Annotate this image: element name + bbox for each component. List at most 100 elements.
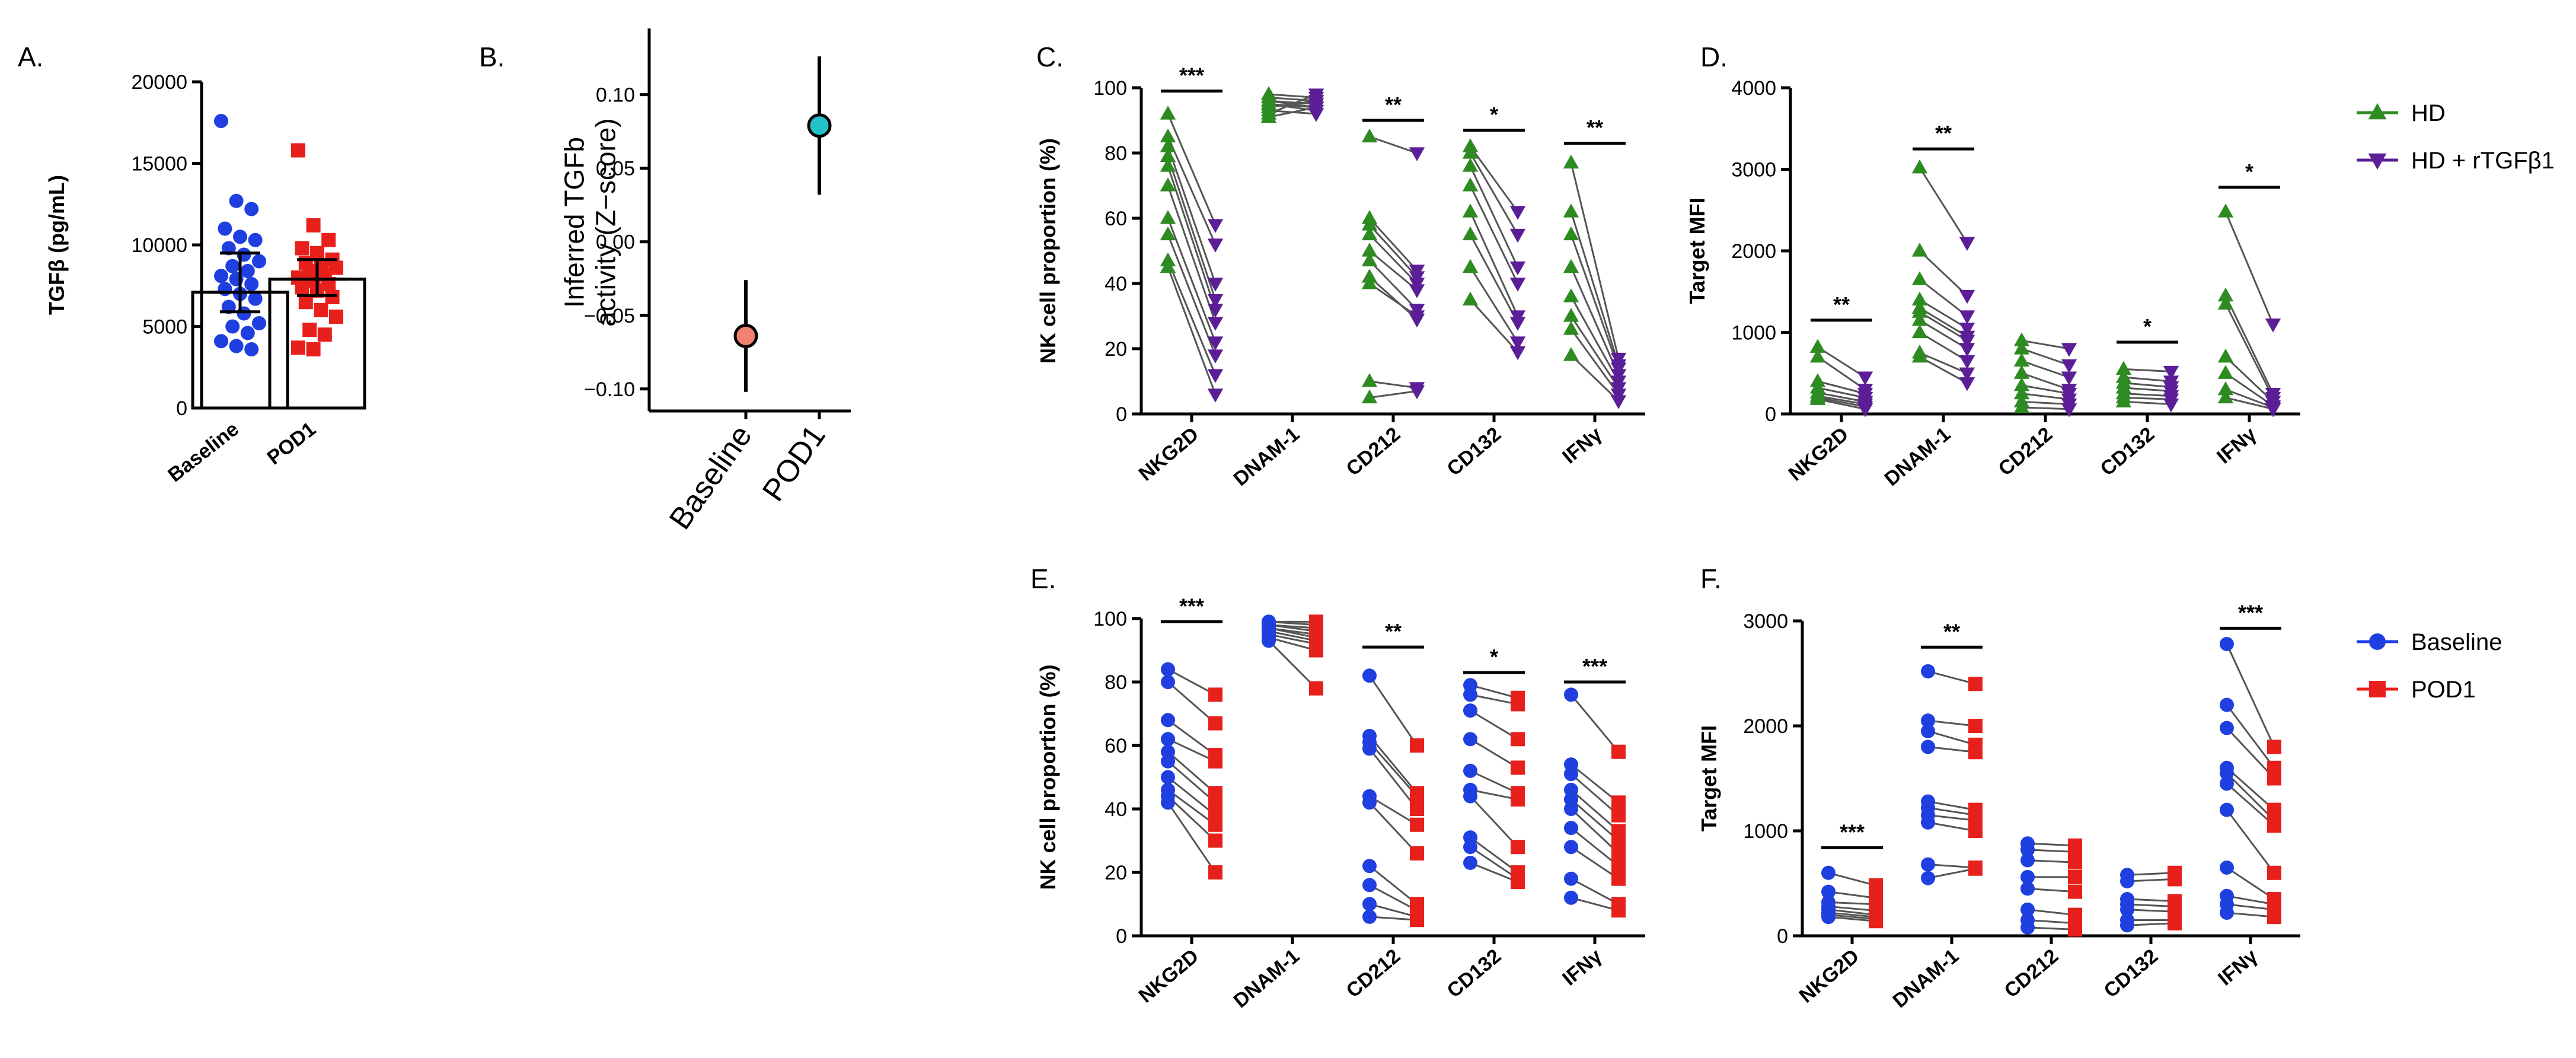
data-point (2068, 855, 2082, 870)
x-tick-label: DNAM-1 (1229, 945, 1304, 1012)
legend-bottom: Baseline POD1 (2357, 629, 2502, 703)
pair-line (1268, 636, 1317, 651)
x-tick-label: CD212 (1342, 423, 1405, 480)
x-tick-label: CD132 (1443, 423, 1506, 480)
data-point (2163, 398, 2179, 413)
pair-line (2027, 909, 2076, 916)
data-point (1161, 675, 1175, 689)
data-point (1160, 106, 1176, 120)
data-point (252, 316, 266, 330)
y-tick-label: −0.10 (584, 378, 635, 401)
y-tick-label: −0.05 (584, 305, 635, 327)
data-point (1511, 875, 1525, 890)
pair-line (1828, 916, 1876, 922)
data-point (314, 303, 328, 317)
pair-line (1167, 146, 1217, 284)
data-point (244, 277, 259, 291)
data-point (1410, 913, 1424, 928)
data-point (1610, 395, 1627, 409)
y-axis-label: Target MFI (1697, 725, 1721, 831)
pair-line (2224, 303, 2274, 399)
pair-line (1268, 106, 1317, 118)
pair-line (1919, 319, 1968, 350)
pair-line (1470, 836, 1518, 874)
pair-line (1368, 735, 1418, 794)
data-point (1463, 732, 1477, 747)
x-tick-label: IFNγ (2214, 945, 2262, 990)
pair-line (1927, 730, 1976, 746)
pair-line (2027, 887, 2076, 893)
data-point (1207, 336, 1224, 350)
significance-label: * (1490, 645, 1498, 669)
data-point (1361, 373, 1378, 387)
data-point (1409, 284, 1425, 298)
pair-line (2027, 842, 2076, 847)
data-point (2267, 771, 2281, 786)
pair-line (1817, 346, 1866, 378)
data-point (225, 319, 240, 334)
pair-line (1570, 694, 1620, 753)
pair-line (1927, 868, 1976, 879)
pair-line (2226, 809, 2275, 874)
data-point (1207, 238, 1224, 253)
pair-line (2027, 859, 2076, 863)
legend-entry: HD (2411, 100, 2446, 126)
data-point (2020, 853, 2035, 868)
pair-line (1268, 630, 1317, 642)
x-tick-label: IFNγ (1558, 945, 1606, 990)
pair-line (1570, 808, 1620, 854)
data-point (2061, 403, 2077, 418)
pair-line (1167, 795, 1217, 842)
pair-line (2027, 919, 2076, 925)
data-point (1511, 732, 1525, 747)
data-point (1462, 158, 1479, 172)
x-tick-label: CD132 (2100, 945, 2163, 1002)
pair-line (1470, 862, 1518, 883)
y-tick-label: 80 (1105, 142, 1127, 165)
pair-line (2225, 372, 2274, 407)
data-point (1959, 290, 1975, 304)
pair-line (1167, 802, 1217, 873)
data-point (1611, 808, 1626, 823)
pair-line (1919, 352, 1968, 374)
data-point (1911, 304, 1928, 318)
y-tick-label: 5000 (142, 316, 187, 339)
data-point (2265, 318, 2281, 333)
x-tick-label: POD1 (263, 418, 320, 469)
x-tick-label: NKG2D (1795, 945, 1864, 1008)
data-point (214, 269, 228, 283)
data-point (1161, 732, 1175, 747)
data-point (1208, 754, 1222, 769)
data-point (1361, 216, 1378, 231)
pair-line (2226, 783, 2275, 827)
data-point (244, 202, 259, 216)
data-point (1959, 367, 1975, 382)
data-point (1968, 719, 1983, 733)
panel-e-chart: E. 0 20 40 60 80 100 NK cell proportion (%) NKG2… (1030, 563, 1645, 1012)
pair-line (1919, 332, 1968, 362)
pair-line (1470, 684, 1518, 699)
data-point (1821, 910, 1836, 925)
y-axis-label: Target MFI (1685, 197, 1709, 304)
data-point (1857, 371, 1873, 385)
data-point (1968, 824, 1983, 838)
pair-line (1570, 211, 1620, 365)
data-point (1160, 148, 1176, 162)
data-point (807, 113, 832, 138)
data-point (1463, 703, 1477, 718)
panel-b-chart: B. −0.10 −0.05 0.00 0.05 0.10 Inferred TGFbact… (479, 28, 851, 536)
data-point (2217, 295, 2234, 310)
data-point (1563, 226, 1579, 241)
data-point (302, 323, 317, 337)
y-tick-label: 3000 (1743, 610, 1788, 633)
x-tick-label: CD212 (1994, 423, 2057, 480)
pair-line (1368, 224, 1418, 278)
data-point (1959, 377, 1975, 391)
pair-line (1469, 165, 1519, 268)
y-axis-label: Inferred TGFbactivity (Z−score) (559, 118, 621, 326)
data-point (225, 259, 240, 273)
pair-line (1167, 751, 1216, 794)
panel-c-chart: C. 0 20 40 60 80 100 NK cell proportion (%) NKG2… (1036, 42, 1645, 490)
pair-line (1368, 802, 1418, 854)
data-point (2168, 916, 2182, 930)
